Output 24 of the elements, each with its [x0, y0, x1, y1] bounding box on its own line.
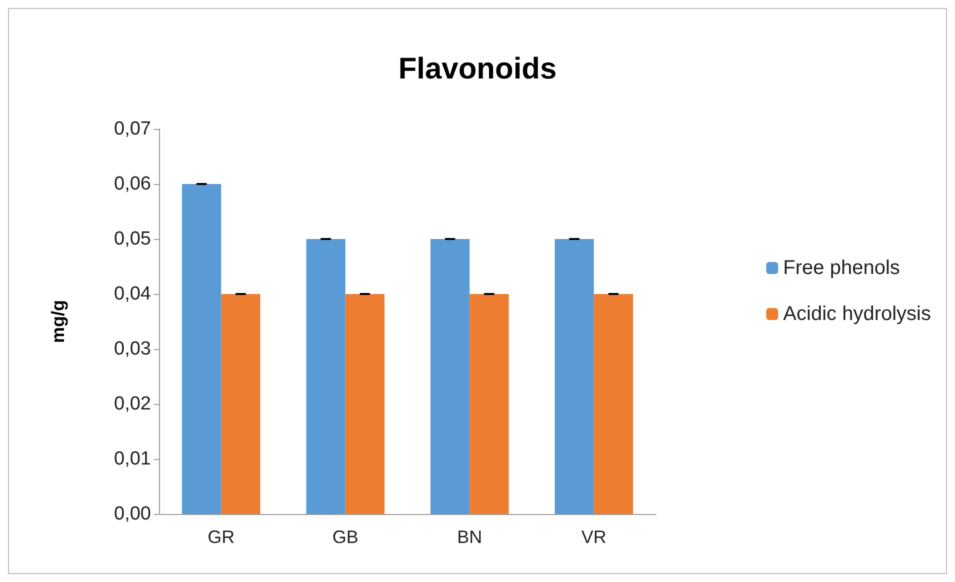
- x-tick-label: BN: [457, 527, 482, 547]
- y-tick-label: 0,00: [114, 504, 151, 524]
- y-tick-label: 0,03: [114, 338, 151, 360]
- legend-label: Acidic hydrolysis: [783, 303, 932, 325]
- chart-title: Flavonoids: [398, 52, 557, 86]
- bar: [345, 294, 385, 514]
- bar: [182, 184, 222, 514]
- y-tick-label: 0,01: [114, 448, 151, 470]
- bar: [470, 294, 509, 514]
- bar: [221, 294, 260, 514]
- bar: [430, 239, 470, 514]
- x-tick-label: VR: [581, 527, 606, 547]
- y-tick-label: 0,06: [114, 174, 151, 194]
- y-tick-label: 0,04: [114, 284, 152, 304]
- y-tick-label: 0,02: [114, 394, 151, 414]
- bar: [306, 239, 346, 514]
- x-tick-label: GB: [332, 527, 358, 547]
- y-tick-label: 0,05: [114, 228, 151, 250]
- legend-label: Free phenols: [783, 257, 900, 279]
- x-tick-label: GR: [208, 527, 235, 547]
- bar: [554, 239, 594, 514]
- bar: [594, 294, 634, 514]
- y-tick-label: 0,07: [114, 118, 151, 140]
- y-axis-title: mg/g: [48, 300, 68, 343]
